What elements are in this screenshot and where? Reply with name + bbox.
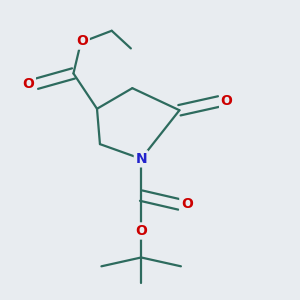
Text: O: O — [220, 94, 232, 108]
Text: O: O — [22, 77, 34, 91]
Text: O: O — [76, 34, 88, 48]
Text: N: N — [135, 152, 147, 166]
Text: O: O — [181, 197, 193, 212]
Text: O: O — [135, 224, 147, 238]
